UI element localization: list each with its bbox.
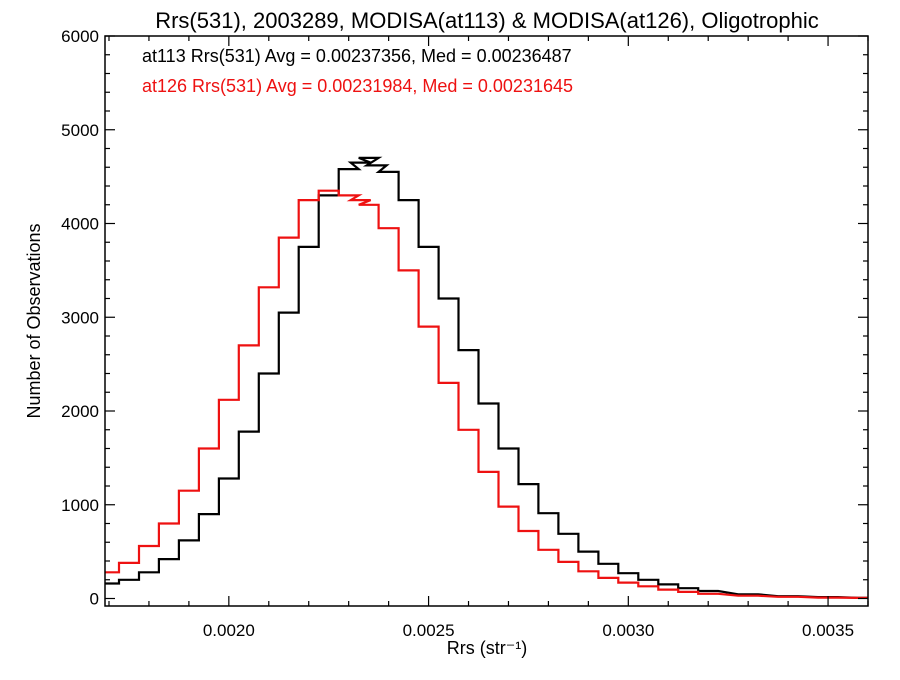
x-tick-label: 0.0025 [403, 621, 455, 640]
y-axis-label: Number of Observations [24, 223, 44, 418]
series-line-1 [105, 189, 868, 599]
annotations: at113 Rrs(531) Avg = 0.00237356, Med = 0… [142, 46, 573, 96]
y-tick-label: 5000 [61, 121, 99, 140]
y-tick-label: 0 [90, 590, 99, 609]
axis-ticks: 0.0020 0.0025 0.0030 0.0035 0 1000 2000 3000 400… [61, 27, 869, 640]
annotation-0: at113 Rrs(531) Avg = 0.00237356, Med = 0… [142, 46, 572, 66]
x-tick-label: 0.0020 [203, 621, 255, 640]
y-tick-label: 2000 [61, 402, 99, 421]
y-tick-label: 6000 [61, 27, 99, 46]
annotation-1: at126 Rrs(531) Avg = 0.00231984, Med = 0… [142, 76, 573, 96]
series-line-0 [105, 156, 868, 599]
plot-area [105, 156, 868, 599]
y-tick-label: 1000 [61, 496, 99, 515]
chart-title: Rrs(531), 2003289, MODISA(at113) & MODIS… [155, 8, 819, 33]
x-tick-label: 0.0030 [602, 621, 654, 640]
y-tick-label: 3000 [61, 308, 99, 327]
plot-frame [104, 35, 869, 607]
x-tick-label: 0.0035 [802, 621, 854, 640]
y-tick-label: 4000 [61, 215, 99, 234]
x-axis-label: Rrs (str⁻¹) [447, 638, 527, 658]
